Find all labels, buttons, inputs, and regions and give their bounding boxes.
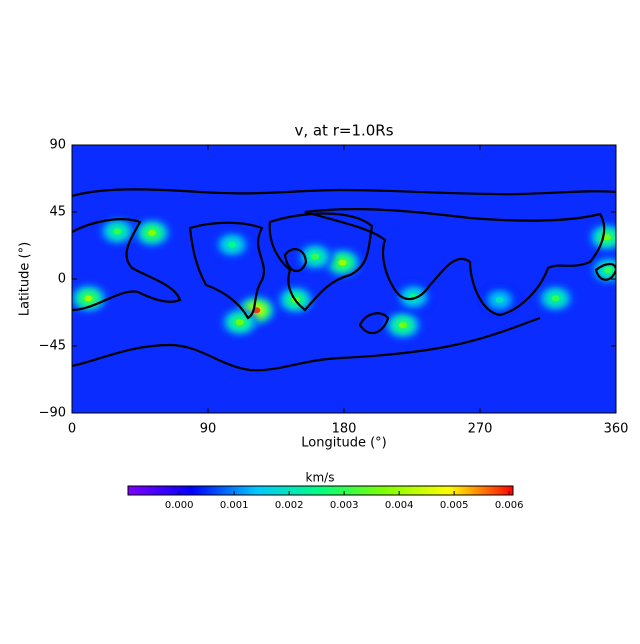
hotspot <box>551 295 560 302</box>
hotspot <box>495 296 504 303</box>
x-tick-label: 270 <box>468 422 493 437</box>
x-axis-label: Longitude (°) <box>301 436 386 451</box>
colorbar-tick-label: 0.005 <box>440 500 469 511</box>
hotspot <box>398 322 407 329</box>
contours <box>72 188 616 372</box>
contour <box>283 248 308 272</box>
contour <box>188 221 265 320</box>
hotspot <box>148 229 157 236</box>
contour <box>358 312 390 335</box>
contour <box>268 212 374 312</box>
colorbar-tick-label: 0.002 <box>275 500 304 511</box>
x-tick-label: 90 <box>200 422 217 437</box>
hotspot <box>84 295 93 302</box>
colorbar-tick-label: 0.004 <box>385 500 414 511</box>
hotspot <box>604 267 613 274</box>
y-tick-label: −45 <box>39 339 66 354</box>
colorbar-tick-label: 0.006 <box>495 500 524 511</box>
hotspot <box>228 241 237 248</box>
x-tick-label: 180 <box>332 422 357 437</box>
contour <box>72 218 182 312</box>
y-tick-label: 0 <box>58 272 66 287</box>
colorbar-label: km/s <box>306 471 335 485</box>
contour <box>304 207 606 317</box>
x-tick-label: 0 <box>68 422 76 437</box>
y-tick-label: 90 <box>49 138 66 153</box>
x-tick-label: 360 <box>604 422 629 437</box>
colorbar <box>127 485 514 496</box>
colorbar-tick-label: 0.001 <box>220 500 249 511</box>
contour <box>72 188 616 198</box>
colorbar-tick-label: 0.000 <box>165 500 194 511</box>
y-tick-label: −90 <box>39 406 66 421</box>
axes: 0 90 180 270 360 −90 −45 0 45 90 <box>39 138 629 437</box>
hotspot <box>113 228 122 235</box>
y-axis-label: Latitude (°) <box>18 242 33 316</box>
chart-title: v, at r=1.0Rs <box>294 122 393 140</box>
hotspot <box>235 319 244 326</box>
hotspot <box>338 259 347 266</box>
contour <box>594 262 616 281</box>
y-tick-label: 45 <box>49 205 66 220</box>
hotspot <box>311 253 320 260</box>
colorbar-tick-label: 0.003 <box>330 500 359 511</box>
hotspot <box>602 234 611 241</box>
contour <box>72 316 541 372</box>
